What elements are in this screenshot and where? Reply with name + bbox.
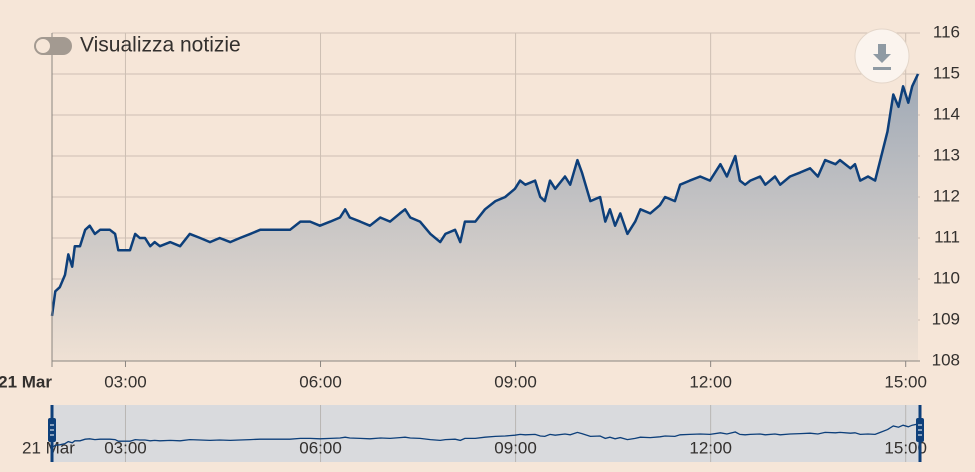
download-button[interactable] <box>854 28 910 84</box>
navigator-tick-label: 09:00 <box>494 438 537 457</box>
navigator-tick-label: 21 Mar <box>22 438 75 457</box>
navigator-line <box>51 423 919 449</box>
y-tick-label: 108 <box>932 350 960 369</box>
navigator-tick-label: 03:00 <box>104 438 147 457</box>
area <box>52 74 918 361</box>
y-tick-label: 110 <box>933 268 960 287</box>
y-tick-label: 116 <box>933 22 960 41</box>
navigator-tick-label: 06:00 <box>299 438 342 457</box>
x-tick-label: 03:00 <box>104 372 147 391</box>
y-tick-label: 111 <box>934 227 960 246</box>
toggle-knob[interactable] <box>36 39 50 53</box>
x-tick-label: 15:00 <box>884 372 927 391</box>
x-tick-label: 21 Mar <box>0 372 52 391</box>
price-line <box>50 73 920 317</box>
download-icon[interactable] <box>873 44 891 70</box>
x-tick-label: 06:00 <box>299 372 342 391</box>
y-tick-label: 114 <box>933 104 960 123</box>
x-tick-label: 09:00 <box>494 372 537 391</box>
toggle-label: Visualizza notizie <box>80 34 241 57</box>
navigator-tick-label: 12:00 <box>689 438 732 457</box>
y-tick-label: 115 <box>933 63 960 82</box>
news-toggle[interactable]: Visualizza notizie <box>34 34 241 57</box>
y-tick-label: 113 <box>933 145 960 164</box>
x-tick-label: 12:00 <box>689 372 732 391</box>
y-tick-label: 109 <box>932 309 960 328</box>
navigator-tick-label: 15:00 <box>884 438 927 457</box>
y-tick-label: 112 <box>933 186 960 205</box>
